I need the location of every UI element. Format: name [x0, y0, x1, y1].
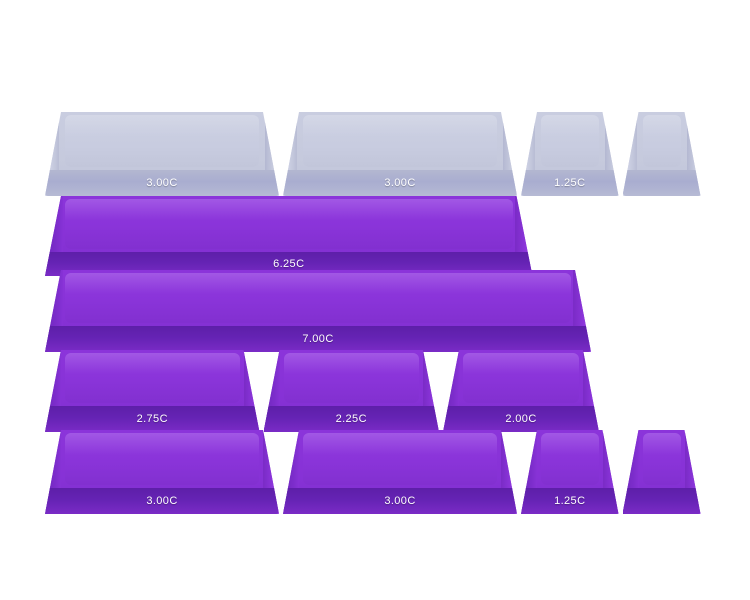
keycap[interactable]: 1.25C [521, 430, 619, 514]
keycap[interactable] [622, 112, 701, 196]
keycap[interactable]: 7.00C [45, 270, 591, 352]
keycap-sheen [65, 433, 259, 455]
keycap-sheen [65, 273, 571, 294]
keycap-top-surface [303, 115, 497, 167]
keycap[interactable]: 3.00C [45, 112, 279, 196]
keycap-sheen [65, 115, 259, 137]
keycap[interactable]: 2.25C [263, 350, 439, 432]
keycap-top-surface [541, 115, 599, 167]
keycap-front-skirt [622, 488, 701, 514]
keycap-front-skirt [45, 326, 591, 352]
keycap-top-surface [65, 433, 259, 485]
keycap-sheen [303, 433, 497, 455]
keycap-front-skirt [622, 170, 701, 196]
keycap-front-skirt [45, 170, 279, 196]
keycap-sheen [642, 115, 681, 137]
keycap-sheen [65, 353, 240, 374]
keycap-top-surface [65, 353, 240, 403]
keycap-front-skirt [443, 406, 599, 432]
keycap-front-skirt [45, 488, 279, 514]
keycap-top-surface [642, 433, 681, 485]
keycap-top-surface [283, 353, 419, 403]
keycap-top-surface [303, 433, 497, 485]
keycap-top-surface [65, 273, 571, 323]
keycap[interactable]: 1.25C [521, 112, 619, 196]
keycap-sheen [65, 199, 513, 220]
keycap[interactable]: 3.00C [283, 112, 517, 196]
keycap-front-skirt [283, 488, 517, 514]
keycap-front-skirt [263, 406, 439, 432]
keycap-top-surface [642, 115, 681, 167]
keycap[interactable]: 2.75C [45, 350, 260, 432]
keycap-sheen [303, 115, 497, 137]
keycap-top-surface [65, 199, 513, 249]
keycap-sheen [642, 433, 681, 455]
keycap[interactable]: 6.25C [45, 196, 533, 276]
keycap-sheen [541, 115, 599, 137]
keycap[interactable]: 3.00C [283, 430, 517, 514]
keycap-front-skirt [45, 406, 260, 432]
keycap-front-skirt [283, 170, 517, 196]
keycap-front-skirt [521, 488, 619, 514]
keycap-top-surface [541, 433, 599, 485]
keycap-front-skirt [521, 170, 619, 196]
keycap-sheen [463, 353, 579, 374]
keycap-sheen [541, 433, 599, 455]
keycap-top-surface [65, 115, 259, 167]
keycap[interactable]: 2.00C [443, 350, 599, 432]
keycap-sheen [283, 353, 419, 374]
keycap[interactable] [622, 430, 701, 514]
keycap[interactable]: 3.00C [45, 430, 279, 514]
keycap-top-surface [463, 353, 579, 403]
